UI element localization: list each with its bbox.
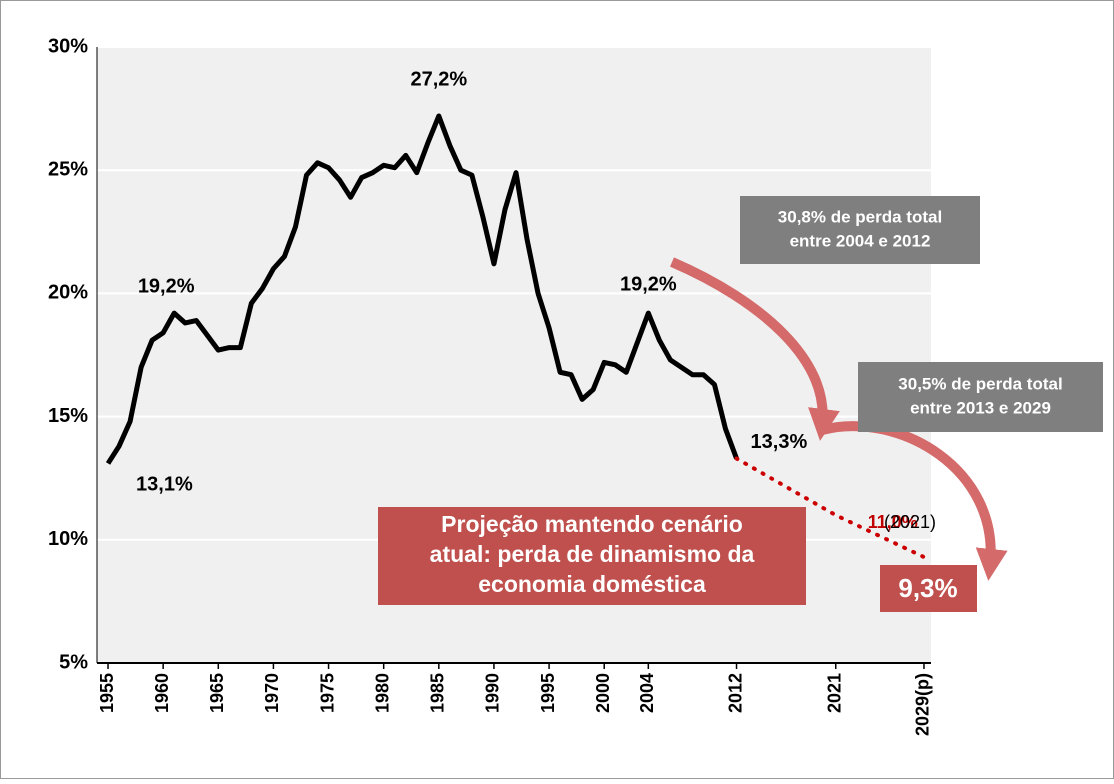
y-tick-label: 30% bbox=[48, 35, 88, 57]
annotation-box bbox=[740, 196, 980, 264]
data-label: 13,1% bbox=[136, 474, 193, 496]
annotation: entre 2013 e 2029 bbox=[910, 398, 1051, 417]
x-tick-label: 1990 bbox=[483, 673, 503, 713]
y-tick-label: 20% bbox=[48, 282, 88, 304]
annotation-box bbox=[858, 362, 1103, 432]
arrow bbox=[820, 421, 1008, 581]
data-label: 27,2% bbox=[410, 68, 467, 90]
label-box bbox=[880, 565, 977, 612]
x-tick-label: 1985 bbox=[428, 673, 448, 713]
line-series bbox=[734, 456, 926, 560]
x-tick-label: 1975 bbox=[317, 673, 337, 713]
x-tick-label: 1965 bbox=[207, 673, 227, 713]
x-tick-label: 1995 bbox=[538, 673, 558, 713]
y-tick-label: 25% bbox=[48, 158, 88, 180]
annotation: 30,5% de perda total bbox=[898, 374, 1062, 393]
annotation-box bbox=[378, 507, 806, 605]
annotation: entre 2004 e 2012 bbox=[790, 231, 931, 250]
annotation: economia doméstica bbox=[478, 571, 706, 597]
annotation: (2021) bbox=[884, 512, 936, 532]
x-tick-label: 2029(p) bbox=[913, 673, 933, 736]
y-tick-label: 10% bbox=[48, 528, 88, 550]
x-tick-label: 1980 bbox=[372, 673, 392, 713]
y-tick-label: 5% bbox=[59, 651, 88, 673]
x-tick-label: 2004 bbox=[637, 673, 657, 713]
line-series bbox=[105, 113, 739, 465]
x-tick-label: 2000 bbox=[593, 673, 613, 713]
data-label: 19,2% bbox=[620, 273, 677, 295]
data-label: 9,3% bbox=[898, 573, 957, 603]
x-tick-label: 2012 bbox=[725, 673, 745, 713]
data-label: 13,3% bbox=[751, 431, 808, 453]
x-tick-label: 1970 bbox=[262, 673, 282, 713]
data-label: 19,2% bbox=[138, 275, 195, 297]
data-label: 11,0% bbox=[868, 512, 918, 532]
annotation: 30,8% de perda total bbox=[778, 207, 942, 226]
y-tick-label: 15% bbox=[48, 405, 88, 427]
x-tick-label: 2021 bbox=[825, 673, 845, 713]
x-tick-label: 1960 bbox=[152, 673, 172, 713]
annotation: Projeção mantendo cenário bbox=[441, 511, 743, 537]
x-tick-label: 1955 bbox=[97, 673, 117, 713]
annotation: atual: perda de dinamismo da bbox=[430, 541, 755, 567]
arrow bbox=[670, 257, 840, 441]
